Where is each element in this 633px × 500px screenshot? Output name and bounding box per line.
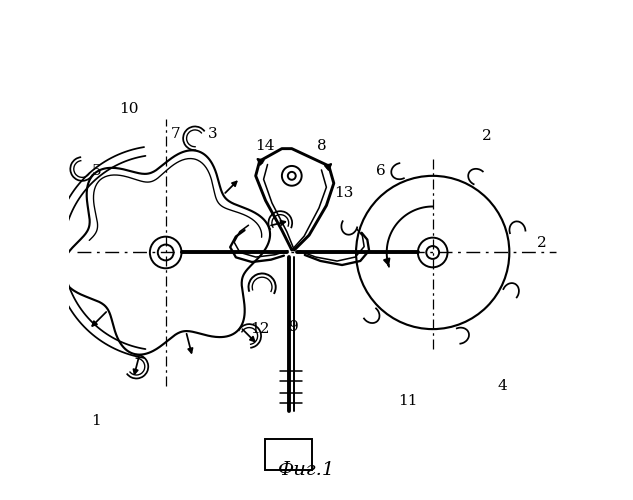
Text: 6: 6 <box>376 164 385 178</box>
Text: 12: 12 <box>250 322 270 336</box>
Text: 1: 1 <box>92 414 101 428</box>
Text: 2: 2 <box>537 236 546 250</box>
Text: 9: 9 <box>289 320 299 334</box>
Text: 8: 8 <box>316 139 326 153</box>
Text: Фиг.1: Фиг.1 <box>278 461 335 479</box>
Text: 2: 2 <box>482 130 492 143</box>
Text: 3: 3 <box>208 127 218 141</box>
Text: 4: 4 <box>497 379 507 393</box>
Text: 7: 7 <box>171 127 180 141</box>
Text: 5: 5 <box>92 164 101 178</box>
Text: 10: 10 <box>119 102 139 116</box>
Text: 13: 13 <box>334 186 353 200</box>
Bar <box>265 440 311 470</box>
Text: 11: 11 <box>398 394 418 408</box>
Text: 14: 14 <box>255 139 274 153</box>
